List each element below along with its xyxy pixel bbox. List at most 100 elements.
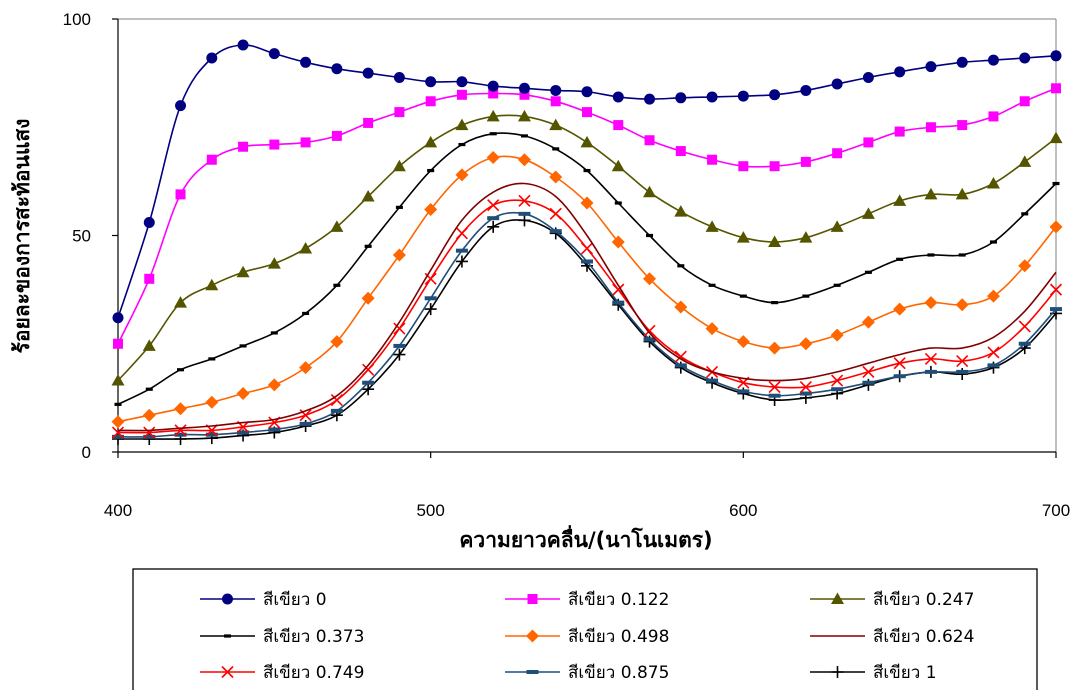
data-point bbox=[1019, 52, 1031, 64]
data-point bbox=[487, 216, 500, 221]
data-point bbox=[518, 214, 531, 227]
data-point bbox=[489, 132, 497, 136]
data-point bbox=[956, 355, 969, 368]
data-point bbox=[955, 298, 969, 312]
data-point bbox=[581, 86, 593, 98]
legend-label: สีเขียว 1 bbox=[873, 663, 937, 683]
data-point bbox=[739, 294, 747, 298]
data-point bbox=[425, 76, 437, 88]
data-point bbox=[143, 426, 156, 439]
legend-label: สีเขียว 0.624 bbox=[873, 627, 974, 647]
data-point bbox=[393, 348, 406, 361]
data-point bbox=[175, 100, 187, 112]
data-point bbox=[300, 56, 312, 68]
legend-item: สีเขียว 0.373 bbox=[200, 627, 364, 647]
series-line bbox=[117, 182, 1057, 432]
legend-label: สีเขียว 0.122 bbox=[568, 590, 669, 610]
data-point bbox=[1049, 131, 1063, 144]
x-tick-label: 600 bbox=[729, 501, 757, 520]
legend-item: สีเขียว 0 bbox=[200, 590, 327, 610]
data-point bbox=[550, 84, 562, 96]
data-point bbox=[581, 259, 593, 264]
data-point bbox=[330, 220, 344, 232]
data-point bbox=[113, 338, 123, 349]
data-point bbox=[205, 432, 218, 437]
data-point bbox=[738, 161, 749, 172]
legend-item: สีเขียว 0.498 bbox=[505, 627, 669, 647]
series-สีเขียว-0.624 bbox=[117, 182, 1057, 432]
data-point bbox=[520, 134, 528, 138]
data-point bbox=[1018, 320, 1031, 333]
data-point bbox=[799, 231, 813, 243]
data-point bbox=[861, 315, 875, 329]
data-point bbox=[270, 331, 278, 335]
data-point bbox=[392, 248, 406, 262]
legend: สีเขียว 0 สีเขียว 0.122 สีเขียว 0.247 สีเขี… bbox=[132, 568, 1038, 690]
legend-swatch-marker bbox=[221, 665, 234, 679]
data-point bbox=[549, 170, 563, 184]
data-point bbox=[927, 253, 935, 257]
legend-item: สีเขียว 0.122 bbox=[505, 590, 669, 610]
data-point bbox=[769, 89, 781, 101]
legend-label: สีเขียว 0.875 bbox=[568, 663, 669, 683]
data-point bbox=[237, 430, 250, 435]
y-tick-label: 0 bbox=[82, 443, 91, 462]
data-point bbox=[331, 63, 343, 75]
data-point bbox=[613, 120, 624, 131]
data-point bbox=[175, 189, 186, 200]
series-สีเขียว-0.122 bbox=[113, 83, 1061, 349]
data-point bbox=[958, 253, 966, 257]
x-tick-label: 500 bbox=[416, 501, 444, 520]
data-point bbox=[771, 301, 779, 305]
data-point bbox=[1052, 181, 1060, 186]
data-point bbox=[643, 337, 656, 342]
data-point bbox=[986, 289, 1000, 303]
data-point bbox=[395, 205, 403, 209]
data-point bbox=[549, 118, 563, 131]
series-layer bbox=[111, 39, 1063, 446]
legend-label: สีเขียว 0.498 bbox=[568, 627, 669, 647]
data-point bbox=[988, 111, 999, 122]
data-point bbox=[488, 88, 499, 99]
data-point bbox=[832, 148, 843, 159]
data-point bbox=[177, 368, 185, 372]
data-point bbox=[893, 302, 907, 316]
data-point bbox=[580, 242, 594, 255]
legend-label: สีเขียว 0 bbox=[263, 590, 327, 610]
data-point bbox=[143, 433, 156, 446]
tick-labels: 0 50 100 400 500 600 700 bbox=[63, 10, 1071, 520]
data-point bbox=[267, 378, 281, 392]
data-point bbox=[394, 107, 405, 118]
series-สีเขียว-0.373 bbox=[114, 132, 1060, 406]
data-point bbox=[677, 264, 685, 268]
y-tick-label: 50 bbox=[72, 227, 91, 246]
data-point bbox=[644, 93, 656, 105]
data-point bbox=[612, 300, 625, 305]
legend-swatch-marker bbox=[831, 666, 844, 678]
legend-item: สีเขียว 0.247 bbox=[810, 590, 974, 610]
data-point bbox=[1018, 259, 1032, 273]
data-point bbox=[112, 434, 124, 439]
data-point bbox=[894, 126, 905, 137]
data-point bbox=[361, 190, 375, 202]
data-point bbox=[862, 365, 875, 378]
axes bbox=[112, 18, 1057, 458]
data-point bbox=[987, 363, 1000, 368]
data-point bbox=[269, 139, 280, 150]
x-tick-label: 400 bbox=[104, 501, 132, 520]
data-point bbox=[552, 147, 560, 151]
data-point bbox=[517, 153, 531, 167]
data-point bbox=[768, 341, 782, 355]
legend-item: สีเขียว 0.875 bbox=[505, 663, 669, 683]
data-point bbox=[549, 229, 562, 234]
data-point bbox=[393, 71, 405, 83]
data-point bbox=[111, 415, 125, 429]
legend-swatch-marker bbox=[526, 670, 539, 674]
data-point bbox=[989, 240, 997, 244]
data-point bbox=[737, 90, 749, 102]
data-point bbox=[894, 66, 906, 78]
data-point bbox=[237, 39, 249, 51]
legend-item: สีเขียว 0.749 bbox=[200, 663, 364, 683]
data-point bbox=[800, 84, 812, 96]
data-point bbox=[987, 54, 999, 66]
